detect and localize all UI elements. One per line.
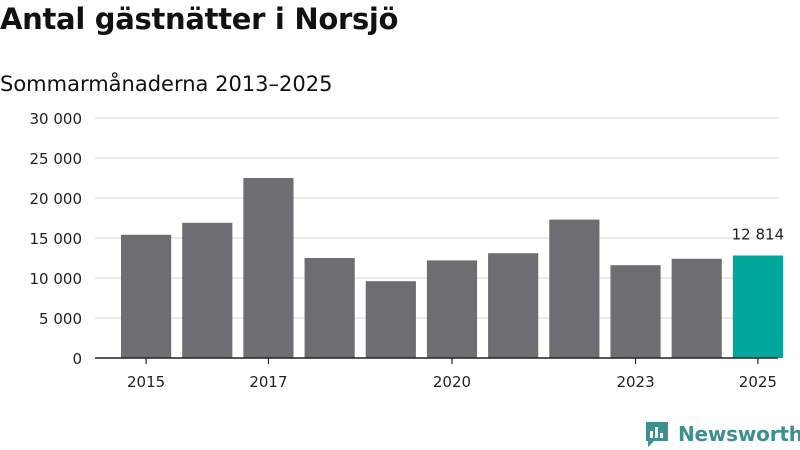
brand-name: Newsworthy xyxy=(678,422,800,446)
bar-2023 xyxy=(610,265,661,358)
y-tick-label: 10 000 xyxy=(30,270,83,288)
chart-subtitle: Sommarmånaderna 2013–2025 xyxy=(0,72,333,96)
bar-2020 xyxy=(426,260,478,358)
y-tick-label: 15 000 xyxy=(30,230,83,248)
x-tick-label: 2017 xyxy=(249,373,287,391)
data-labels: 12 814 xyxy=(732,225,785,243)
chart-title: Antal gästnätter i Norsjö xyxy=(0,2,399,36)
bar-2016 xyxy=(182,222,233,358)
y-tick-label: 5 000 xyxy=(39,310,82,328)
bar-2018 xyxy=(304,258,355,358)
y-tick-label: 30 000 xyxy=(30,110,83,128)
bar-2025 xyxy=(732,255,783,358)
bar-2021 xyxy=(488,253,539,358)
newsworthy-chart-bubble-icon xyxy=(646,422,668,447)
newsworthy-brand: Newsworthy xyxy=(644,420,800,448)
x-tick-label: 2025 xyxy=(739,373,777,391)
x-tick-label: 2015 xyxy=(127,373,165,391)
bar-2022 xyxy=(549,219,600,358)
y-axis-labels: 0 5 000 10 000 15 000 20 000 25 000 30 000 xyxy=(30,110,83,368)
bar-2024 xyxy=(671,258,722,358)
y-tick-label: 20 000 xyxy=(30,190,83,208)
bar-2017 xyxy=(243,178,294,358)
bar-2015 xyxy=(121,234,172,358)
x-tick-label: 2023 xyxy=(616,373,654,391)
x-axis-ticks: 2015 2017 2020 2023 2025 xyxy=(127,358,777,391)
y-tick-label: 25 000 xyxy=(30,150,83,168)
bars xyxy=(121,178,783,358)
data-label-highlight: 12 814 xyxy=(732,225,785,243)
bar-2019 xyxy=(365,281,416,358)
y-tick-label: 0 xyxy=(72,350,82,368)
x-tick-label: 2020 xyxy=(433,373,471,391)
